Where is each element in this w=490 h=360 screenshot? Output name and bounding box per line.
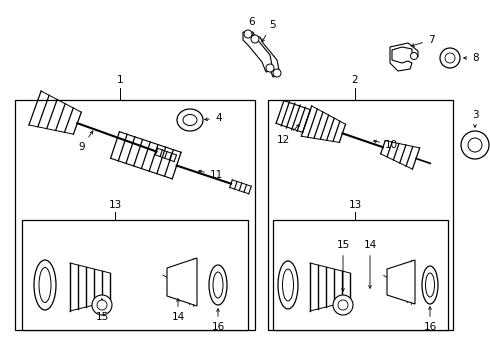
- Text: 12: 12: [277, 125, 299, 145]
- Circle shape: [445, 53, 455, 63]
- Circle shape: [244, 30, 252, 38]
- Ellipse shape: [425, 273, 435, 297]
- Ellipse shape: [177, 109, 203, 131]
- Text: 14: 14: [364, 240, 377, 288]
- Text: 16: 16: [211, 309, 224, 332]
- Text: 13: 13: [108, 200, 122, 210]
- Circle shape: [333, 295, 353, 315]
- Ellipse shape: [278, 261, 298, 309]
- Circle shape: [266, 64, 274, 72]
- Polygon shape: [167, 258, 197, 306]
- Ellipse shape: [183, 114, 197, 126]
- Text: 1: 1: [117, 75, 123, 85]
- Ellipse shape: [213, 272, 223, 298]
- Ellipse shape: [422, 266, 438, 304]
- Bar: [268, 100, 453, 330]
- Polygon shape: [250, 37, 280, 77]
- Text: 15: 15: [96, 299, 109, 322]
- Ellipse shape: [34, 260, 56, 310]
- Text: 2: 2: [352, 75, 358, 85]
- Text: 6: 6: [249, 17, 255, 36]
- Bar: [273, 220, 448, 330]
- Circle shape: [440, 48, 460, 68]
- Bar: [15, 100, 255, 330]
- Ellipse shape: [39, 267, 51, 302]
- Polygon shape: [387, 260, 415, 304]
- Circle shape: [468, 138, 482, 152]
- Text: 8: 8: [464, 53, 479, 63]
- Text: 16: 16: [423, 307, 437, 332]
- Text: 5: 5: [262, 20, 275, 42]
- Circle shape: [461, 131, 489, 159]
- Text: 10: 10: [373, 140, 398, 150]
- Circle shape: [273, 69, 281, 77]
- Circle shape: [92, 295, 112, 315]
- Text: 9: 9: [78, 131, 93, 152]
- Circle shape: [411, 53, 417, 59]
- Polygon shape: [390, 43, 418, 71]
- Text: 13: 13: [348, 200, 362, 210]
- Text: 7: 7: [412, 35, 435, 46]
- Bar: [22, 220, 248, 330]
- Circle shape: [338, 300, 348, 310]
- Text: 15: 15: [336, 240, 350, 291]
- Text: 4: 4: [205, 113, 221, 123]
- Text: 14: 14: [172, 299, 185, 322]
- Text: 11: 11: [198, 170, 223, 180]
- Circle shape: [97, 300, 107, 310]
- Ellipse shape: [283, 269, 294, 301]
- Text: 3: 3: [472, 110, 478, 127]
- Ellipse shape: [209, 265, 227, 305]
- Circle shape: [251, 35, 259, 43]
- Polygon shape: [243, 32, 273, 72]
